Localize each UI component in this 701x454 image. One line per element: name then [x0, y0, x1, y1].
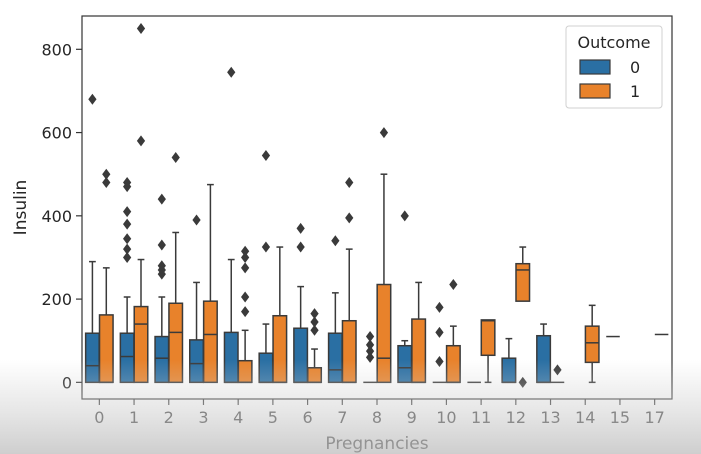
box: [307, 367, 323, 384]
outlier-point: [261, 241, 271, 253]
box: [98, 314, 114, 384]
outlier-point: [435, 301, 444, 313]
x-tick-label: 9: [407, 408, 417, 427]
outlier-point: [192, 214, 201, 226]
box: [480, 319, 496, 357]
legend-label-1: 1: [630, 82, 640, 101]
outlier-point: [240, 245, 250, 257]
x-axis: 0 1 2 3 4 5 6 7 8 9 10 11 12 13 14 15 17: [94, 399, 665, 427]
outlier-point: [240, 262, 250, 274]
outlier-point: [157, 239, 166, 251]
outlier-point: [157, 260, 166, 272]
box: [445, 344, 461, 384]
x-tick-label: 10: [436, 408, 456, 427]
legend-swatch-0: [579, 59, 611, 75]
y-tick-label: 600: [41, 124, 72, 143]
x-tick-label: 17: [644, 408, 664, 427]
outlier-point: [240, 291, 250, 303]
outlier-point: [296, 222, 305, 234]
box: [237, 359, 253, 384]
box: [202, 300, 218, 384]
outlier-point: [122, 233, 132, 245]
outlier-point: [122, 218, 132, 230]
x-tick-label: 2: [164, 408, 174, 427]
x-tick-label: 11: [471, 408, 491, 427]
legend-swatch-1: [579, 83, 611, 99]
x-tick-label: 0: [94, 408, 104, 427]
outlier-point: [122, 251, 132, 263]
outlier-point: [102, 168, 111, 180]
box: [536, 334, 552, 384]
outlier-point: [379, 127, 389, 139]
y-axis: 0 200 400 600 800: [41, 40, 82, 392]
box: [189, 339, 205, 384]
x-axis-label: Pregnancies: [325, 434, 428, 454]
box: [501, 357, 517, 384]
x-tick-label: 14: [575, 408, 595, 427]
box: [119, 332, 135, 384]
outlier-point: [310, 316, 319, 328]
box: [376, 283, 392, 384]
x-tick-label: 15: [610, 408, 630, 427]
outlier-point: [227, 66, 236, 78]
box: [515, 262, 531, 302]
y-tick-label: 400: [41, 207, 72, 226]
outlier-point: [345, 177, 354, 189]
outlier-point: [435, 326, 444, 338]
outlier-point: [136, 135, 146, 147]
box: [154, 335, 170, 384]
outlier-point: [157, 193, 166, 205]
x-tick-label: 6: [302, 408, 312, 427]
box: [341, 319, 357, 384]
outlier-point: [102, 177, 111, 189]
outlier-point: [122, 243, 132, 255]
legend-label-0: 0: [630, 58, 640, 77]
outlier-point: [365, 339, 375, 351]
x-tick-label: 3: [198, 408, 208, 427]
outlier-point: [296, 241, 305, 253]
box: [411, 318, 427, 384]
x-tick-label: 1: [129, 408, 139, 427]
outlier-point: [331, 235, 340, 247]
outlier-point: [240, 251, 250, 263]
outlier-point: [365, 345, 375, 357]
legend: Outcome 0 1: [565, 25, 663, 109]
outlier-point: [365, 331, 375, 343]
outlier-point: [449, 279, 458, 291]
outlier-point: [240, 306, 250, 318]
x-tick-label: 13: [540, 408, 560, 427]
outlier-point: [171, 152, 180, 164]
box: [584, 325, 600, 364]
box: [272, 314, 288, 384]
outlier-point: [310, 308, 319, 320]
outlier-point: [400, 210, 409, 222]
box: [327, 332, 343, 384]
box: [397, 344, 413, 384]
x-tick-label: 5: [268, 408, 278, 427]
box: [84, 332, 100, 384]
outlier-point: [345, 212, 354, 224]
y-tick-label: 800: [41, 40, 72, 59]
outlier-point: [122, 206, 132, 218]
outlier-point: [136, 22, 146, 34]
box: [168, 302, 184, 384]
x-tick-label: 7: [337, 408, 347, 427]
x-tick-label: 4: [233, 408, 243, 427]
x-tick-label: 12: [506, 408, 526, 427]
legend-title: Outcome: [577, 33, 650, 52]
y-tick-label: 200: [41, 290, 72, 309]
box: [223, 331, 239, 384]
box: [258, 352, 274, 384]
x-tick-label: 8: [372, 408, 382, 427]
outlier-point: [310, 324, 319, 336]
box: [133, 305, 149, 384]
box: [293, 327, 309, 384]
outlier-point: [122, 177, 132, 189]
outlier-point: [261, 149, 271, 161]
y-tick-label: 0: [62, 373, 72, 392]
outlier-point: [88, 93, 97, 105]
y-axis-label: Insulin: [11, 180, 31, 236]
